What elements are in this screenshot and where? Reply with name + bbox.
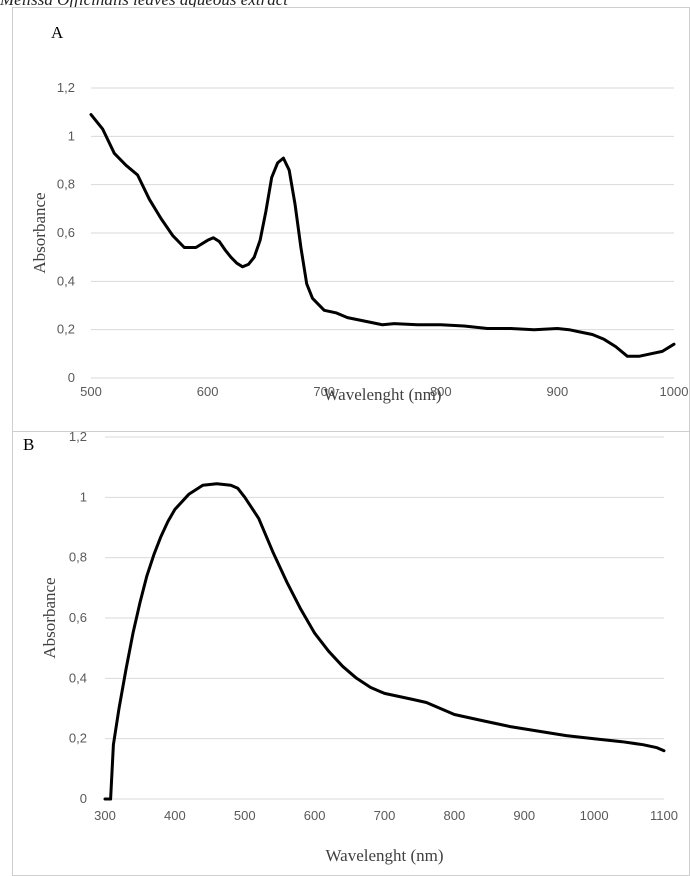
x-tick-label: 800 — [430, 384, 452, 399]
y-tick-label: 0,8 — [57, 177, 75, 192]
y-tick-label: 1 — [68, 128, 75, 143]
y-tick-label: 1 — [80, 489, 87, 504]
y-tick-label: 0,6 — [57, 225, 75, 240]
x-tick-label: 600 — [197, 384, 219, 399]
y-tick-label: 1,2 — [69, 432, 87, 444]
x-tick-label: 400 — [164, 808, 186, 823]
x-tick-label: 700 — [374, 808, 396, 823]
x-tick-label: 800 — [444, 808, 466, 823]
x-tick-label: 900 — [547, 384, 569, 399]
absorbance-chart-b: B 0 0,2 0,4 0,6 0,8 1 1,2 300 400 500 600 700 800 900 1… — [23, 432, 678, 865]
y-tick-label: 0 — [68, 370, 75, 385]
y-tick-label: 0 — [80, 791, 87, 806]
chart-panel-b: B 0 0,2 0,4 0,6 0,8 1 1,2 300 400 500 600 700 800 900 1… — [12, 431, 690, 876]
x-tick-label: 500 — [80, 384, 102, 399]
y-axis-title: Absorbance — [30, 192, 49, 273]
panel-label: A — [51, 23, 64, 42]
x-tick-label: 1100 — [650, 808, 678, 823]
x-tick-label: 600 — [304, 808, 326, 823]
x-tick-label: 1000 — [660, 384, 689, 399]
y-tick-label: 0,6 — [69, 610, 87, 625]
y-tick-label: 1,2 — [57, 80, 75, 95]
y-tick-label: 0,2 — [57, 322, 75, 337]
x-tick-label: 500 — [234, 808, 256, 823]
x-tick-label: 1000 — [580, 808, 609, 823]
y-tick-label: 0,4 — [57, 273, 75, 288]
absorbance-series-line — [103, 482, 666, 801]
x-tick-label: 300 — [94, 808, 116, 823]
absorbance-series-line — [89, 113, 676, 358]
y-tick-label: 0,2 — [69, 731, 87, 746]
chart-panel-a: A 0 0,2 0,4 0,6 0,8 1 1,2 500 600 700 800 900 1000 Wav… — [12, 7, 690, 433]
y-axis-title: Absorbance — [40, 577, 59, 658]
x-tick-label: 700 — [313, 384, 335, 399]
y-tick-label: 0,4 — [69, 670, 87, 685]
x-tick-label: 900 — [513, 808, 535, 823]
absorbance-chart-a: A 0 0,2 0,4 0,6 0,8 1 1,2 500 600 700 800 900 1000 Wav… — [30, 23, 689, 404]
x-axis-title: Wavelenght (nm) — [325, 846, 443, 865]
x-axis-title: Wavelenght (nm) — [323, 385, 441, 404]
figure-caption: Melissa Officinalis leaves aqueous extra… — [0, 0, 288, 10]
y-tick-label: 0,8 — [69, 550, 87, 565]
panel-label: B — [23, 435, 34, 454]
